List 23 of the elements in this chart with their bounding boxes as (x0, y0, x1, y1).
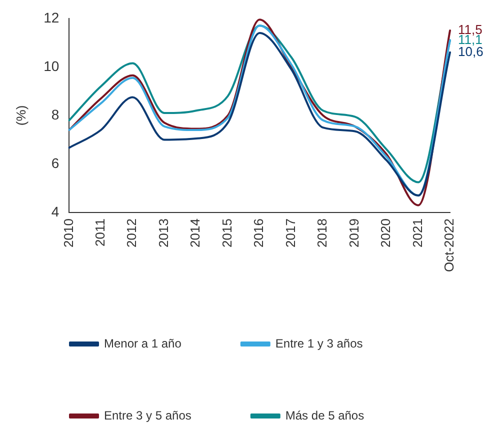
x-tick-label: 2018 (314, 218, 330, 248)
legend-label: Entre 1 y 3 años (275, 336, 363, 350)
x-tick-label: 2013 (156, 218, 171, 248)
x-tick-label: 2011 (92, 218, 108, 246)
x-tick-label: Oct-2022 (442, 218, 457, 272)
x-tick-label: 2012 (124, 218, 140, 248)
x-tick-label: 2014 (188, 218, 203, 248)
y-tick-label: 4 (51, 203, 60, 220)
y-axis-title: (%) (13, 105, 28, 126)
y-tick-label: 6 (51, 154, 60, 171)
y-tick-label: 8 (51, 106, 60, 122)
x-tick-label: 2021 (410, 218, 425, 248)
x-tick-label: 2016 (251, 218, 266, 248)
x-tick-label: 2015 (219, 218, 234, 248)
y-tick-label: 10 (44, 58, 60, 74)
y-tick-label: 12 (44, 9, 60, 26)
x-tick-label: 2010 (60, 218, 76, 248)
x-tick-label: 2017 (282, 218, 298, 248)
x-tick-label: 2019 (346, 218, 362, 248)
x-tick-label: 2020 (378, 218, 394, 248)
legend-label: Entre 3 y 5 años (104, 408, 192, 422)
legend-label: Más de 5 años (285, 408, 364, 422)
legend-label: Menor a 1 año (104, 336, 182, 350)
